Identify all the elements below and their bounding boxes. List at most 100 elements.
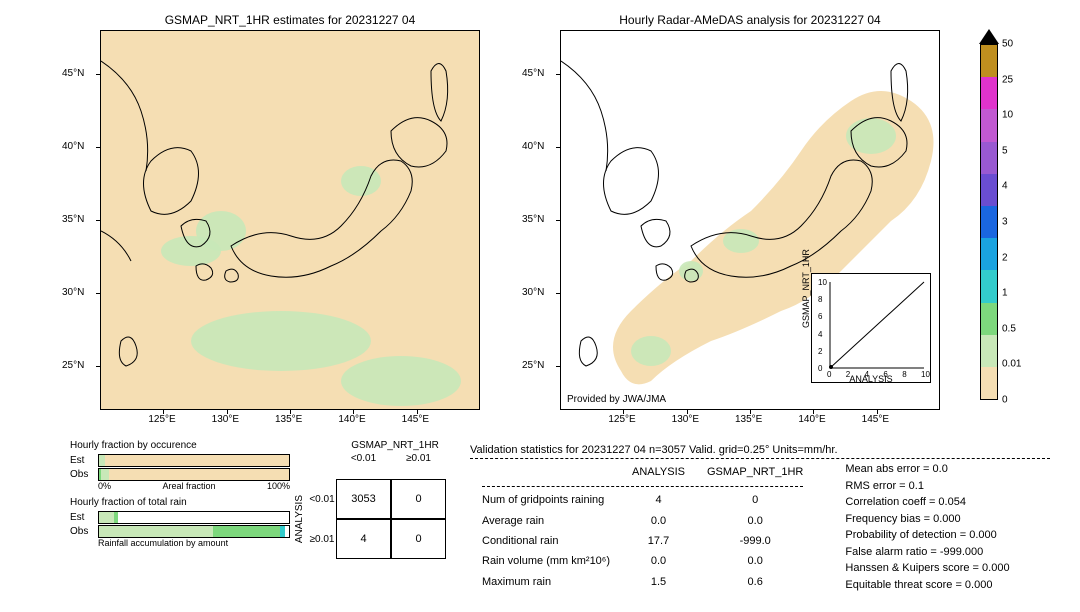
bar-track — [98, 468, 290, 481]
colorbar-tick-label: 1 — [1002, 288, 1008, 299]
colorbar-tick-label: 10 — [1002, 110, 1013, 121]
axis-tick: 35°N — [62, 214, 84, 225]
stats-cell: 0.0 — [622, 511, 695, 529]
stats-cell: 0.0 — [697, 552, 813, 570]
ct-row-header: <0.01 — [309, 494, 334, 505]
colorbar — [980, 44, 998, 400]
stats-score-line: Correlation coeff = 0.054 — [845, 494, 1009, 511]
axis-tick: 40°N — [62, 141, 84, 152]
stats-cell: 0.0 — [622, 552, 695, 570]
colorbar-segment — [981, 270, 997, 302]
right-map-panel: Hourly Radar-AMeDAS analysis for 2023122… — [560, 30, 940, 410]
axis-tick: 25°N — [522, 360, 544, 371]
occurrence-block: Hourly fraction by occurence EstObs 0% A… — [70, 440, 290, 554]
ct-col-header: <0.01 — [351, 453, 376, 464]
stats-cell: 1.5 — [622, 573, 695, 591]
stats-header: ANALYSIS — [622, 463, 695, 481]
row-label: Est — [70, 512, 98, 523]
axis-tick: 35°N — [522, 214, 544, 225]
stats-score-line: Probability of detection = 0.000 — [845, 527, 1009, 544]
stats-cell: 0.0 — [697, 511, 813, 529]
stats-scores: Mean abs error = 0.0RMS error = 0.1Corre… — [845, 447, 1009, 593]
axis-tick: 125°E — [148, 414, 175, 425]
stats-cell: 0 — [697, 491, 813, 509]
axis-tick: 25°N — [62, 360, 84, 371]
colorbar-segment — [981, 238, 997, 270]
ct-col-header: ≥0.01 — [406, 453, 431, 464]
ct-cell: 0 — [391, 519, 446, 559]
inset-xtick: 0 — [827, 370, 831, 379]
stats-score-line: Mean abs error = 0.0 — [845, 461, 1009, 478]
colorbar-arrow-top — [979, 29, 999, 44]
colorbar-tick-label: 4 — [1002, 181, 1008, 192]
inset-scatter: ANALYSIS GSMAP_NRT_1HR 00224466881010 — [811, 273, 931, 383]
stats-block: Validation statistics for 20231227 04 n=… — [470, 444, 1050, 593]
axis-tick: 30°N — [522, 287, 544, 298]
colorbar-segment — [981, 45, 997, 77]
colorbar-segment — [981, 77, 997, 109]
axis-tick: 140°E — [338, 414, 365, 425]
colorbar-segment — [981, 206, 997, 238]
stats-cell: 17.7 — [622, 532, 695, 550]
colorbar-tick-label: 25 — [1002, 74, 1013, 85]
colorbar-tick-label: 50 — [1002, 39, 1013, 50]
row-label: Obs — [70, 469, 98, 480]
stats-cell: -999.0 — [697, 532, 813, 550]
occurrence-row: Est — [70, 453, 290, 467]
occ-axis-right: 100% — [267, 481, 290, 491]
inset-ytick: 2 — [818, 347, 822, 356]
stats-table: ANALYSISGSMAP_NRT_1HRNum of gridpoints r… — [470, 461, 815, 593]
stats-cell: Num of gridpoints raining — [472, 491, 620, 509]
stats-score-line: Hanssen & Kuipers score = 0.000 — [845, 560, 1009, 577]
row-label: Est — [70, 455, 98, 466]
axis-tick: 125°E — [608, 414, 635, 425]
colorbar-tick-label: 0 — [1002, 395, 1008, 406]
stats-score-line: Equitable threat score = 0.000 — [845, 577, 1009, 594]
stats-cell: Maximum rain — [472, 573, 620, 591]
colorbar-segment — [981, 367, 997, 399]
inset-xtick: 8 — [902, 370, 906, 379]
colorbar-tick-label: 0.01 — [1002, 359, 1021, 370]
colorbar-segment — [981, 142, 997, 174]
ct-row-header: ≥0.01 — [310, 534, 335, 545]
axis-tick: 135°E — [735, 414, 762, 425]
bar-track — [98, 454, 290, 467]
ct-cell: 3053 — [336, 479, 391, 519]
axis-tick: 45°N — [62, 68, 84, 79]
stats-score-line: Frequency bias = 0.000 — [845, 511, 1009, 528]
inset-ytick: 4 — [818, 330, 822, 339]
occurrence-row: Obs — [70, 467, 290, 481]
axis-tick: 135°E — [275, 414, 302, 425]
totalrain-row: Est — [70, 510, 290, 524]
totalrain-title: Hourly fraction of total rain — [70, 497, 290, 508]
axis-tick: 30°N — [62, 287, 84, 298]
stats-score-line: False alarm ratio = -999.000 — [845, 544, 1009, 561]
occ-axis-left: 0% — [98, 481, 111, 491]
axis-tick: 45°N — [522, 68, 544, 79]
colorbar-segment — [981, 303, 997, 335]
colorbar-segment — [981, 174, 997, 206]
inset-xtick: 10 — [921, 370, 930, 379]
stats-cell: Rain volume (mm km²10⁶) — [472, 552, 620, 570]
stats-header — [472, 463, 620, 481]
ct-cell: 0 — [391, 479, 446, 519]
occ-axis-mid: Areal fraction — [162, 481, 215, 491]
ct-row-title: ANALYSIS — [294, 495, 305, 543]
colorbar-tick-label: 2 — [1002, 252, 1008, 263]
inset-ytick: 10 — [818, 278, 827, 287]
colorbar-segment — [981, 109, 997, 141]
inset-xtick: 6 — [883, 370, 887, 379]
inset-ylabel: GSMAP_NRT_1HR — [801, 249, 811, 328]
left-map-title: GSMAP_NRT_1HR estimates for 20231227 04 — [101, 13, 479, 27]
stats-cell: Conditional rain — [472, 532, 620, 550]
inset-ytick: 6 — [818, 312, 822, 321]
contingency-table: GSMAP_NRT_1HR <0.01≥0.01ANALYSIS<0.01305… — [290, 440, 460, 559]
inset-xtick: 2 — [846, 370, 850, 379]
ct-col-title: GSMAP_NRT_1HR — [290, 440, 460, 451]
left-map-panel: GSMAP_NRT_1HR estimates for 20231227 04 — [100, 30, 480, 410]
axis-tick: 145°E — [862, 414, 889, 425]
ct-cell: 4 — [336, 519, 391, 559]
axis-tick: 130°E — [672, 414, 699, 425]
inset-ytick: 0 — [818, 364, 822, 373]
colorbar-tick-label: 5 — [1002, 145, 1008, 156]
